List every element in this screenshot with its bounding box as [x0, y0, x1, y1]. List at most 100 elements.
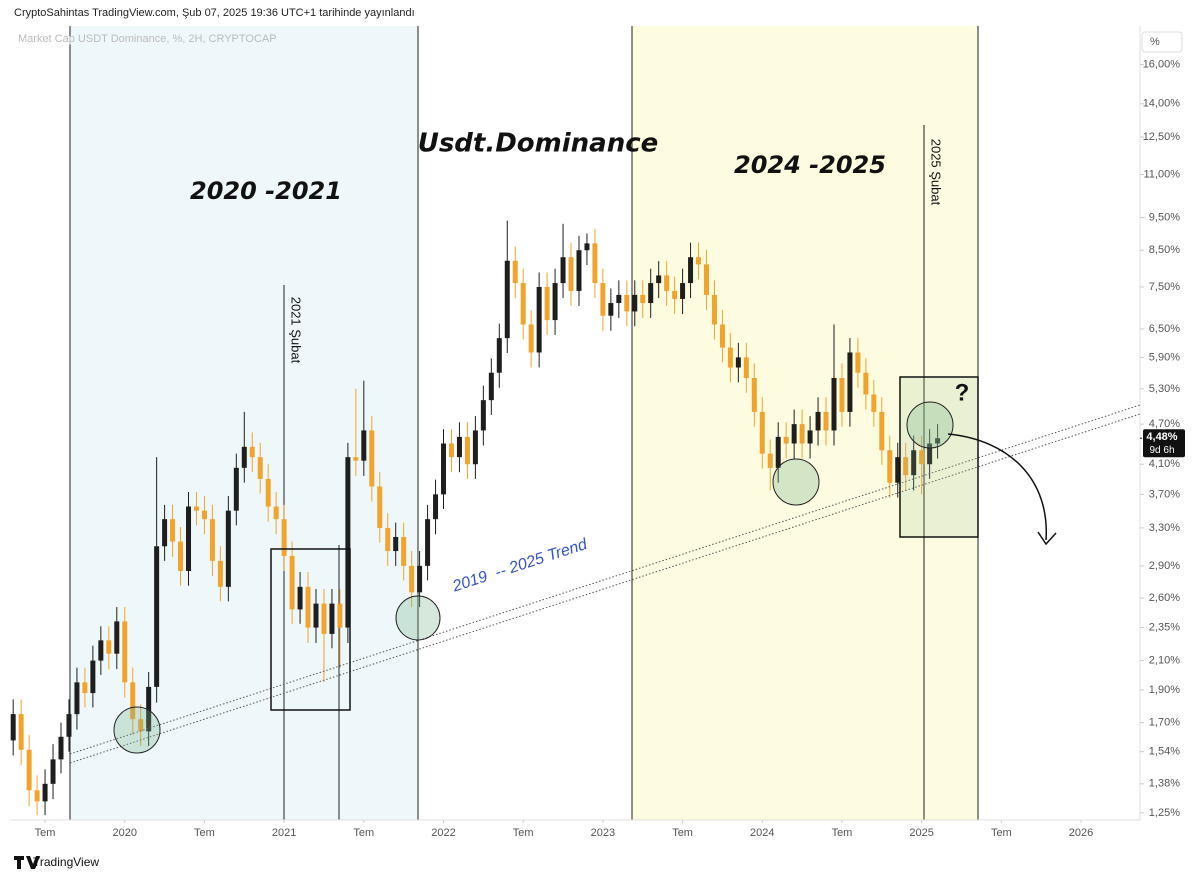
- candle-body: [927, 443, 933, 465]
- y-tick-label: 16,00%: [1143, 58, 1181, 70]
- candle-body: [393, 536, 399, 552]
- candle-body: [879, 411, 885, 451]
- candle-body: [807, 430, 813, 444]
- candle-body: [42, 783, 48, 802]
- candle-body: [122, 621, 128, 683]
- x-tick-label: 2020: [113, 827, 137, 839]
- candle-body: [353, 457, 359, 461]
- candle-body: [512, 260, 518, 284]
- candle-body: [425, 519, 431, 566]
- annotation: ?: [955, 379, 970, 406]
- last-price-label: 4,48%: [1146, 431, 1177, 443]
- y-tick-label: 1,90%: [1149, 684, 1180, 696]
- y-tick-label: 12,50%: [1143, 131, 1181, 143]
- candle-body: [751, 377, 757, 412]
- candle-body: [329, 603, 335, 634]
- candle-body: [775, 436, 781, 468]
- y-tick-label: 2,60%: [1149, 592, 1180, 604]
- candle-body: [831, 377, 837, 431]
- candle-body: [58, 736, 64, 760]
- x-tick-label: 2026: [1069, 827, 1093, 839]
- candle-body: [759, 411, 765, 454]
- y-tick-label: 1,25%: [1149, 807, 1180, 819]
- candle-body: [114, 621, 120, 654]
- y-tick-label: 2,10%: [1149, 655, 1180, 667]
- candle-body: [472, 430, 478, 465]
- candle-body: [711, 294, 717, 325]
- unit-box: [1141, 31, 1183, 53]
- candle-body: [409, 565, 415, 593]
- candle-body: [377, 486, 383, 528]
- candle-body: [433, 494, 439, 520]
- candle-body: [456, 436, 462, 458]
- candle-body: [82, 682, 88, 694]
- circle: [113, 706, 161, 754]
- candle-body: [520, 283, 526, 325]
- candle-body: [201, 510, 207, 520]
- candle-body: [154, 546, 160, 687]
- arrow: [947, 433, 1047, 541]
- candle-body: [799, 424, 805, 444]
- candle-body: [464, 436, 470, 465]
- candle-body: [648, 283, 654, 304]
- candle-body: [791, 424, 797, 444]
- candle-body: [50, 759, 56, 784]
- y-tick-label: 14,00%: [1143, 98, 1181, 110]
- zone-2024-2025: [632, 26, 978, 820]
- candle-body: [855, 352, 861, 373]
- candle-body: [624, 294, 630, 312]
- candle-body: [90, 660, 96, 694]
- candle-body: [823, 411, 829, 431]
- candle-body: [664, 275, 670, 291]
- y-tick-label: 3,70%: [1149, 488, 1180, 500]
- candle-body: [767, 453, 773, 468]
- candle-body: [672, 290, 678, 299]
- annotation: 2021 Şubat: [289, 297, 304, 364]
- candle-body: [608, 303, 614, 316]
- circle: [395, 595, 441, 641]
- candle-body: [895, 457, 901, 483]
- y-tick-label: 1,70%: [1149, 717, 1180, 729]
- y-tick-label: 2,35%: [1149, 621, 1180, 633]
- countdown: 9d 6h: [1149, 445, 1174, 456]
- candle-body: [162, 519, 168, 547]
- candle-body: [656, 275, 662, 284]
- candle-body: [241, 446, 247, 468]
- logo: [14, 856, 40, 869]
- circle: [772, 458, 820, 506]
- candle-body: [783, 436, 789, 444]
- candle-body: [401, 536, 407, 566]
- y-tick-label: 11,00%: [1144, 168, 1181, 180]
- y-tick-label: 6,50%: [1149, 323, 1180, 335]
- y-tick-label: 9,50%: [1149, 211, 1180, 223]
- candle-body: [361, 430, 367, 461]
- box: [270, 548, 351, 711]
- candle-body: [209, 519, 215, 561]
- y-tick-label: 1,38%: [1149, 778, 1180, 790]
- candle-body: [249, 446, 255, 458]
- candle-body: [887, 450, 893, 483]
- candle-body: [743, 357, 749, 378]
- x-tick-label: Tem: [513, 827, 534, 839]
- candle-body: [289, 555, 295, 610]
- candle-body: [719, 324, 725, 348]
- y-tick-label: 2,90%: [1149, 560, 1180, 572]
- candle-body: [170, 519, 176, 542]
- candle-body: [106, 640, 112, 654]
- candle-body: [337, 603, 343, 628]
- candle-body: [130, 682, 136, 720]
- annotation: 2024 -2025: [734, 151, 886, 179]
- x-tick-label: 2021: [272, 827, 296, 839]
- y-axis-label: %: [1150, 36, 1160, 48]
- candle-body: [496, 338, 502, 373]
- candle-body: [257, 457, 263, 479]
- candle-body: [592, 243, 598, 284]
- candle-body: [528, 324, 534, 353]
- candle-body: [863, 372, 869, 395]
- candle-body: [703, 264, 709, 295]
- last-price-box: [1143, 429, 1185, 458]
- x-tick-label: Tem: [353, 827, 374, 839]
- candle-body: [297, 586, 303, 610]
- candle-body: [448, 443, 454, 458]
- circle: [906, 401, 954, 449]
